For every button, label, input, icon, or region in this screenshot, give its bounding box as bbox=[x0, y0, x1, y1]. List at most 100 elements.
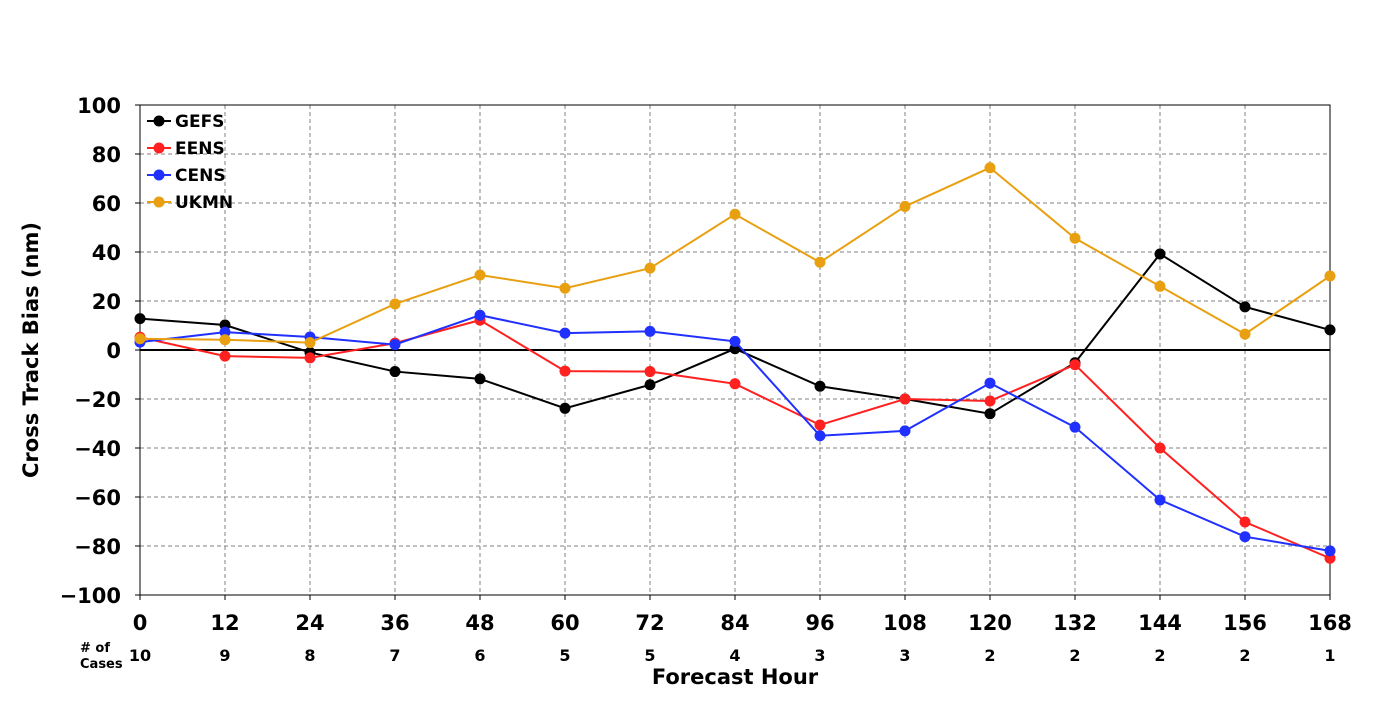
x-tick-label: 0 bbox=[133, 611, 148, 635]
data-point bbox=[729, 208, 741, 220]
case-count: 9 bbox=[219, 646, 230, 665]
x-tick-label: 144 bbox=[1138, 611, 1182, 635]
legend-marker bbox=[153, 142, 165, 154]
case-count: 8 bbox=[304, 646, 315, 665]
data-point bbox=[219, 334, 231, 346]
data-point bbox=[219, 350, 231, 362]
x-axis-label: Forecast Hour bbox=[652, 665, 819, 689]
data-point bbox=[559, 282, 571, 294]
case-count: 2 bbox=[1239, 646, 1250, 665]
legend-marker bbox=[153, 196, 165, 208]
data-point bbox=[729, 378, 741, 390]
data-point bbox=[814, 419, 826, 431]
data-point bbox=[1324, 545, 1336, 557]
data-point bbox=[304, 337, 316, 349]
data-point bbox=[729, 335, 741, 347]
data-point bbox=[814, 256, 826, 268]
y-tick-label: −100 bbox=[60, 584, 121, 608]
cases-label: # of Cases bbox=[80, 641, 123, 672]
x-tick-label: 60 bbox=[550, 611, 579, 635]
case-count: 5 bbox=[559, 646, 570, 665]
data-point bbox=[899, 393, 911, 405]
data-point bbox=[389, 366, 401, 378]
case-count: 2 bbox=[984, 646, 995, 665]
data-point bbox=[899, 200, 911, 212]
legend-label: UKMN bbox=[175, 193, 233, 213]
y-tick-label: −40 bbox=[74, 437, 121, 461]
y-tick-label: 40 bbox=[92, 241, 121, 265]
data-point bbox=[1324, 324, 1336, 336]
data-point bbox=[644, 379, 656, 391]
data-point bbox=[984, 162, 996, 174]
legend-label: EENS bbox=[175, 139, 225, 159]
data-point bbox=[474, 269, 486, 281]
data-point bbox=[984, 408, 996, 420]
x-tick-label: 48 bbox=[465, 611, 494, 635]
data-point bbox=[1069, 421, 1081, 433]
data-point bbox=[1239, 531, 1251, 543]
series-line bbox=[139, 319, 1331, 560]
data-point bbox=[559, 365, 571, 377]
series-ukmn bbox=[134, 162, 1336, 349]
data-point bbox=[1239, 301, 1251, 313]
data-point bbox=[814, 430, 826, 442]
case-count: 2 bbox=[1069, 646, 1080, 665]
legend: GEFS EENS CENS UKMN bbox=[147, 112, 233, 213]
series-layer bbox=[134, 162, 1336, 564]
case-count: 6 bbox=[474, 646, 485, 665]
y-tick-label: −60 bbox=[74, 486, 121, 510]
data-point bbox=[1154, 280, 1166, 292]
case-count: 4 bbox=[729, 646, 740, 665]
x-tick-label: 168 bbox=[1308, 611, 1352, 635]
y-axis-label: Cross Track Bias (nm) bbox=[19, 222, 43, 478]
y-tick-label: 60 bbox=[92, 192, 121, 216]
case-count: 1 bbox=[1324, 646, 1335, 665]
x-tick-label: 12 bbox=[210, 611, 239, 635]
data-point bbox=[559, 327, 571, 339]
case-count: 7 bbox=[389, 646, 400, 665]
data-point bbox=[1239, 328, 1251, 340]
case-count: 2 bbox=[1154, 646, 1165, 665]
data-point bbox=[474, 309, 486, 321]
data-point bbox=[984, 377, 996, 389]
series-cens bbox=[134, 309, 1336, 557]
x-tick-label: 72 bbox=[635, 611, 664, 635]
data-point bbox=[644, 366, 656, 378]
x-tick-label: 24 bbox=[295, 611, 324, 635]
x-tick-label: 120 bbox=[968, 611, 1012, 635]
data-point bbox=[134, 333, 146, 345]
data-point bbox=[389, 298, 401, 310]
data-point bbox=[219, 326, 231, 338]
data-point bbox=[814, 380, 826, 392]
legend-label: GEFS bbox=[175, 112, 224, 132]
data-point bbox=[304, 352, 316, 364]
legend-marker bbox=[153, 115, 165, 127]
data-point bbox=[899, 425, 911, 437]
y-tick-label: −80 bbox=[74, 535, 121, 559]
y-tick-label: 80 bbox=[92, 143, 121, 167]
case-count: 3 bbox=[899, 646, 910, 665]
data-point bbox=[644, 262, 656, 274]
y-tick-label: 0 bbox=[106, 339, 121, 363]
x-tick-label: 108 bbox=[883, 611, 927, 635]
case-count: 3 bbox=[814, 646, 825, 665]
data-point bbox=[389, 339, 401, 351]
data-point bbox=[1324, 270, 1336, 282]
x-tick-label: 84 bbox=[720, 611, 749, 635]
data-point bbox=[1154, 248, 1166, 260]
legend-label: CENS bbox=[175, 166, 226, 186]
x-tick-label: 156 bbox=[1223, 611, 1267, 635]
y-tick-label: −20 bbox=[74, 388, 121, 412]
labels-layer: Cross Track Bias (nm) Forecast Hour # of… bbox=[19, 222, 819, 689]
x-tick-label: 96 bbox=[805, 611, 834, 635]
data-point bbox=[1154, 494, 1166, 506]
x-tick-label: 132 bbox=[1053, 611, 1097, 635]
data-point bbox=[644, 325, 656, 337]
data-point bbox=[134, 313, 146, 325]
y-tick-label: 20 bbox=[92, 290, 121, 314]
data-point bbox=[1069, 232, 1081, 244]
data-point bbox=[474, 373, 486, 385]
y-tick-label: 100 bbox=[77, 94, 121, 118]
data-point bbox=[559, 402, 571, 414]
